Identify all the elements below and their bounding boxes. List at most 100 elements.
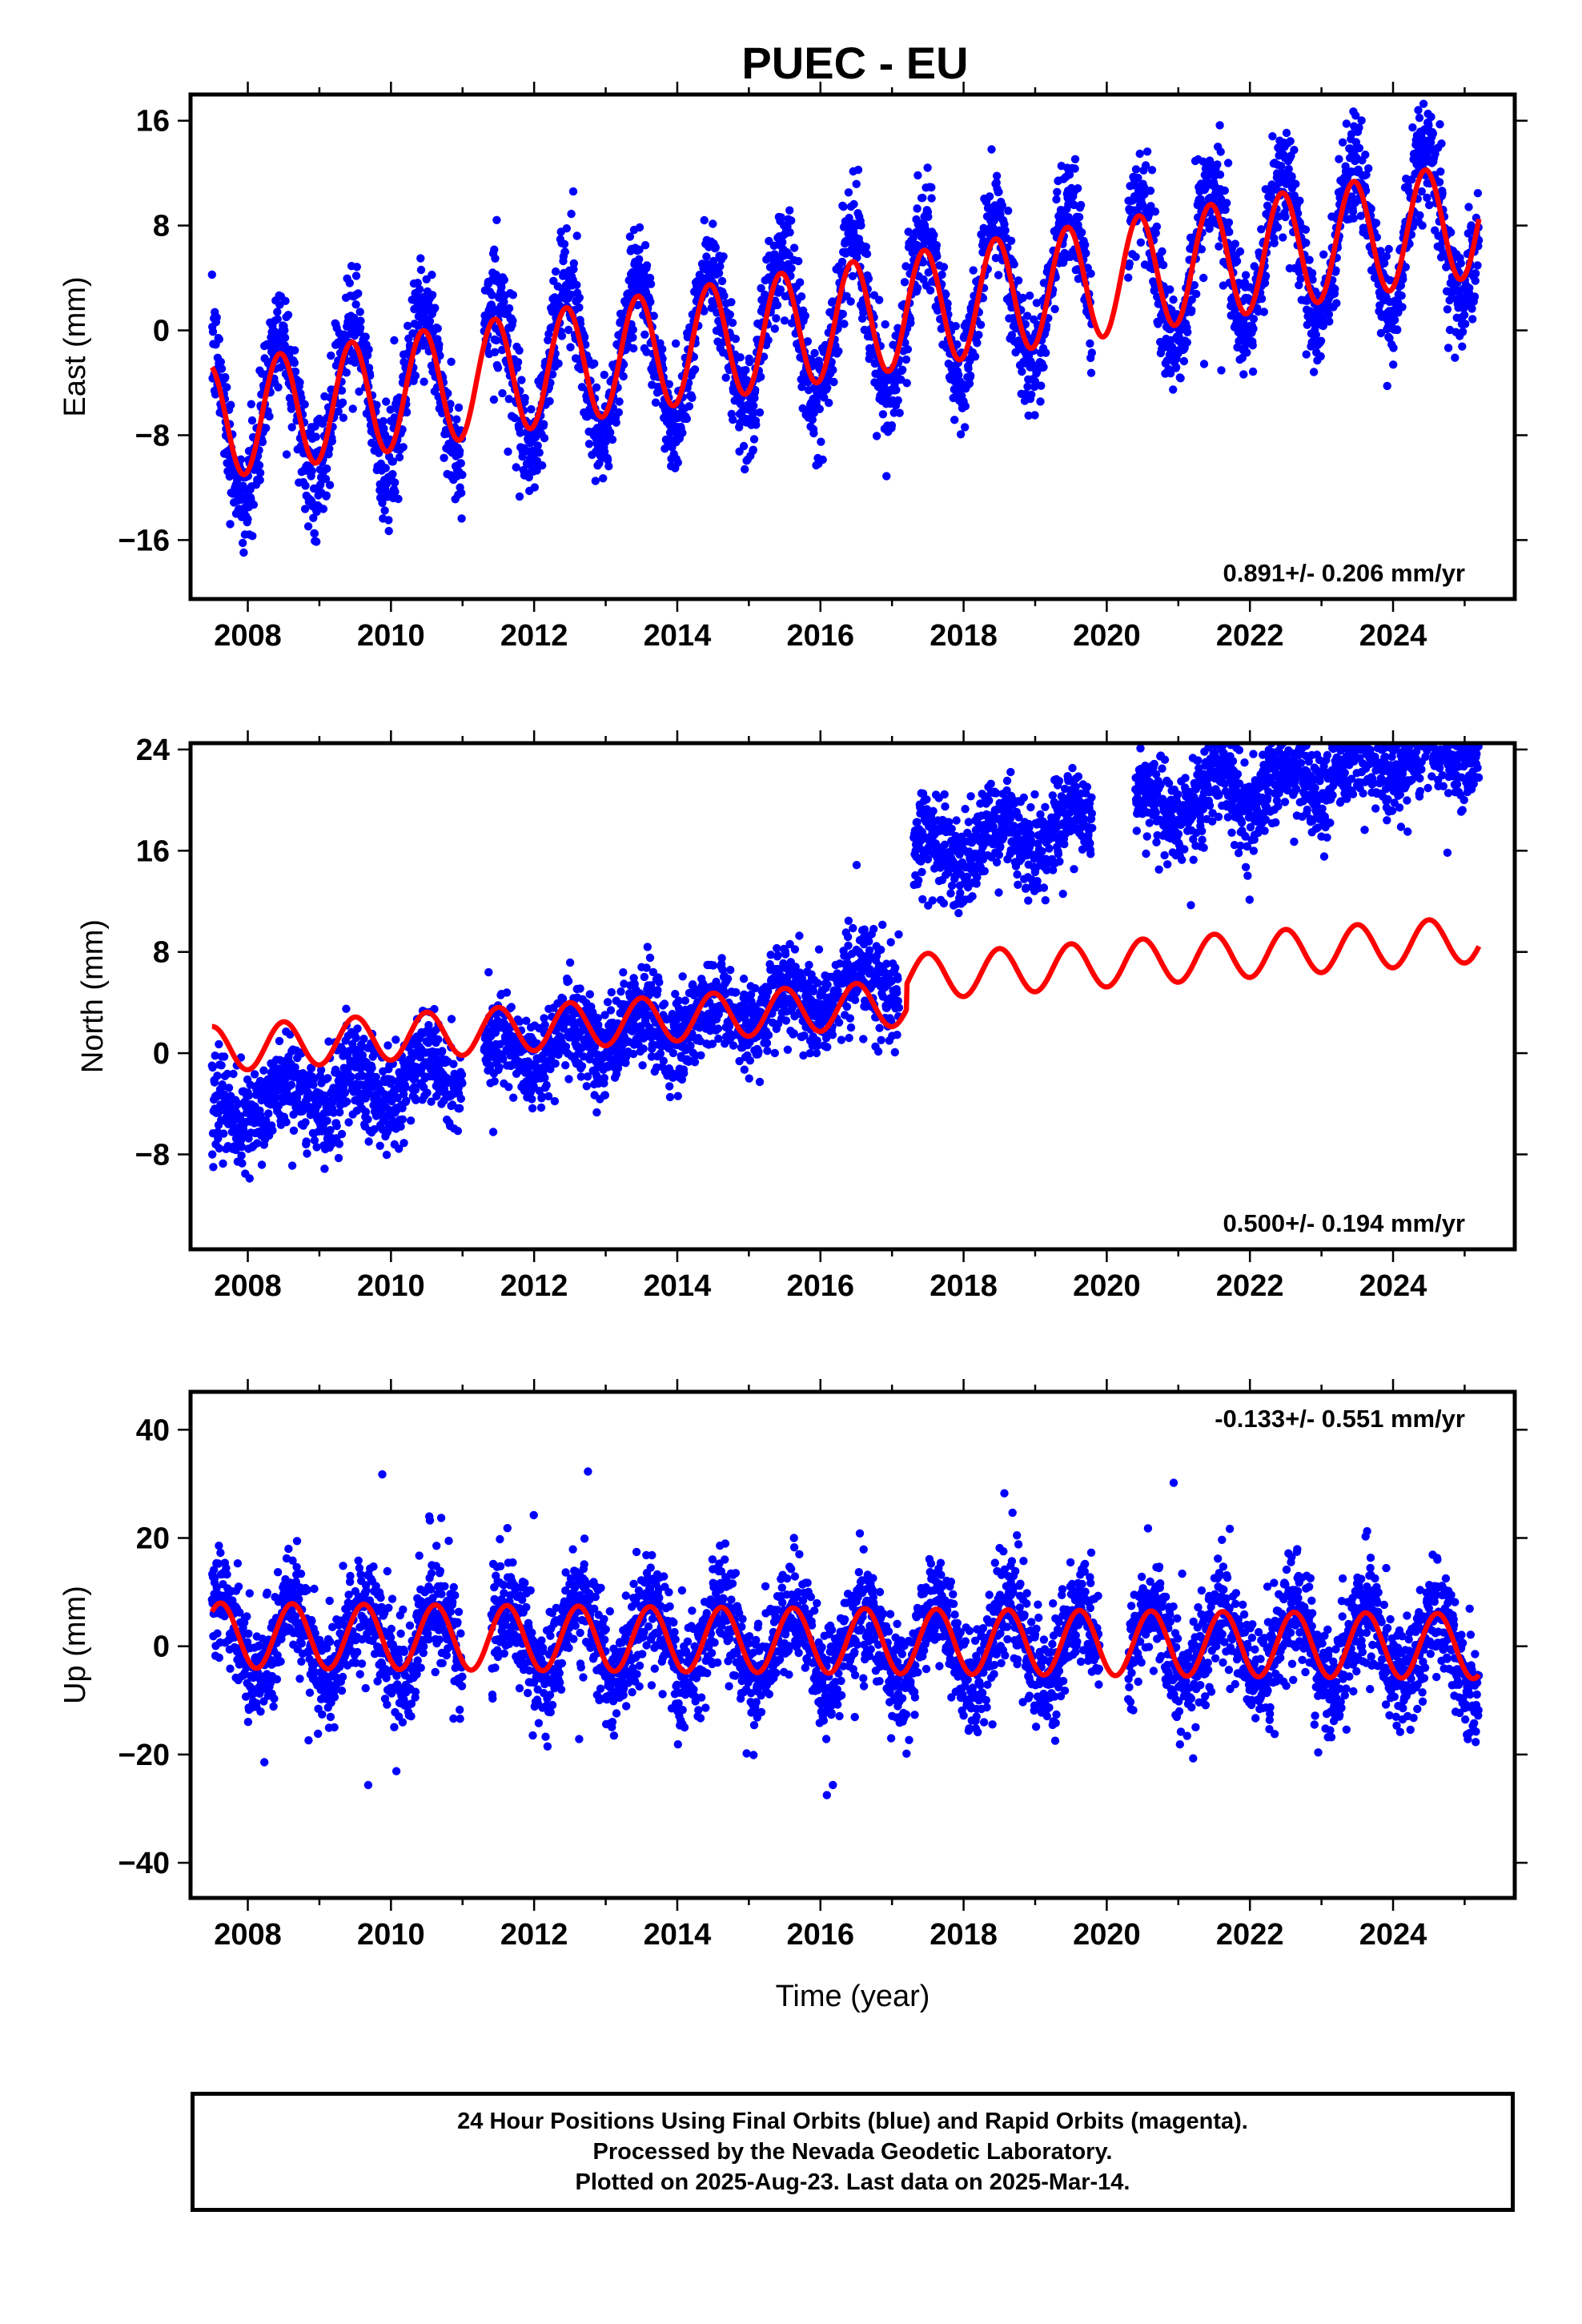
east-point: [1235, 247, 1245, 256]
east-point: [688, 393, 697, 402]
east-point: [1081, 240, 1090, 249]
east-point: [540, 420, 548, 428]
east-point: [520, 393, 529, 403]
east-point: [457, 514, 466, 523]
east-point: [913, 204, 921, 213]
east-point: [745, 358, 754, 367]
east-point: [875, 296, 884, 304]
east-data-points: [207, 99, 1484, 557]
east-point: [1018, 367, 1026, 376]
east-point: [530, 483, 539, 492]
north-point: [536, 1103, 546, 1112]
north-point: [507, 1003, 516, 1011]
east-point: [976, 320, 986, 329]
east-point: [1464, 203, 1473, 211]
east-point: [1281, 212, 1290, 222]
east-point: [778, 238, 787, 247]
east-point: [394, 494, 403, 504]
east-point: [388, 457, 397, 466]
east-point: [338, 398, 347, 407]
east-point: [787, 216, 796, 225]
east-point: [411, 372, 420, 380]
east-point: [378, 498, 387, 508]
east-point: [404, 321, 412, 331]
east-point: [1259, 308, 1269, 316]
east-point: [492, 215, 501, 224]
east-point: [239, 538, 247, 548]
east-point: [355, 308, 364, 316]
east-point: [1086, 368, 1096, 377]
east-point: [1215, 121, 1224, 130]
east-point: [1423, 193, 1431, 203]
east-point: [351, 358, 359, 367]
east-point: [351, 300, 360, 309]
east-point: [1136, 238, 1146, 247]
north-point: [457, 1070, 467, 1080]
east-point: [789, 243, 799, 252]
east-point: [413, 279, 422, 287]
north-point: [213, 1072, 222, 1080]
east-point: [215, 335, 223, 344]
east-point: [217, 364, 227, 373]
east-point: [416, 254, 425, 263]
east-point: [864, 274, 873, 283]
east-point: [640, 330, 649, 339]
east-point: [425, 317, 435, 326]
east-point: [951, 322, 961, 331]
east-point: [364, 345, 373, 354]
north-point: [332, 1121, 341, 1131]
east-point: [337, 386, 347, 395]
east-point: [391, 478, 400, 487]
east-point: [1436, 167, 1445, 176]
east-point: [1470, 292, 1480, 301]
north-point: [447, 1015, 456, 1023]
east-point: [1282, 128, 1291, 138]
east-point: [1241, 271, 1251, 279]
east-point: [1428, 129, 1438, 138]
east-point: [291, 367, 300, 376]
east-point: [898, 365, 907, 374]
east-point: [1364, 164, 1373, 173]
east-point: [1070, 155, 1080, 163]
east-point: [280, 326, 289, 335]
north-point: [237, 1151, 246, 1160]
east-point: [361, 332, 370, 341]
east-point: [380, 506, 389, 515]
east-point: [216, 357, 225, 367]
north-point: [367, 1063, 376, 1072]
east-point: [379, 424, 388, 433]
east-point: [1248, 367, 1258, 376]
east-point: [236, 455, 246, 464]
east-point: [1086, 339, 1094, 348]
east-point: [500, 297, 508, 307]
north-point: [335, 1140, 343, 1148]
north-point: [502, 988, 512, 997]
east-point: [1087, 348, 1097, 357]
east-point: [930, 231, 938, 239]
east-point: [354, 289, 363, 298]
chart-title: PUEC - EU: [741, 38, 968, 88]
east-point: [755, 408, 765, 417]
east-point: [1150, 207, 1160, 216]
east-point: [797, 383, 806, 392]
east-point: [1465, 283, 1474, 292]
east-point: [757, 372, 765, 381]
east-x-tick-label: 2010: [357, 619, 425, 653]
east-point: [848, 271, 857, 280]
east-point: [327, 436, 336, 446]
east-point: [428, 291, 437, 300]
east-point: [825, 398, 833, 408]
east-point: [892, 385, 901, 395]
east-point: [489, 395, 499, 404]
east-point: [548, 370, 557, 379]
east-point: [325, 480, 335, 489]
east-point: [861, 243, 871, 251]
east-point: [1030, 411, 1039, 420]
east-point: [1325, 317, 1334, 326]
east-point: [887, 421, 897, 430]
east-point: [513, 358, 523, 367]
east-point: [297, 393, 306, 403]
east-point: [319, 505, 328, 513]
north-point: [375, 1141, 384, 1151]
east-point: [1216, 147, 1225, 156]
